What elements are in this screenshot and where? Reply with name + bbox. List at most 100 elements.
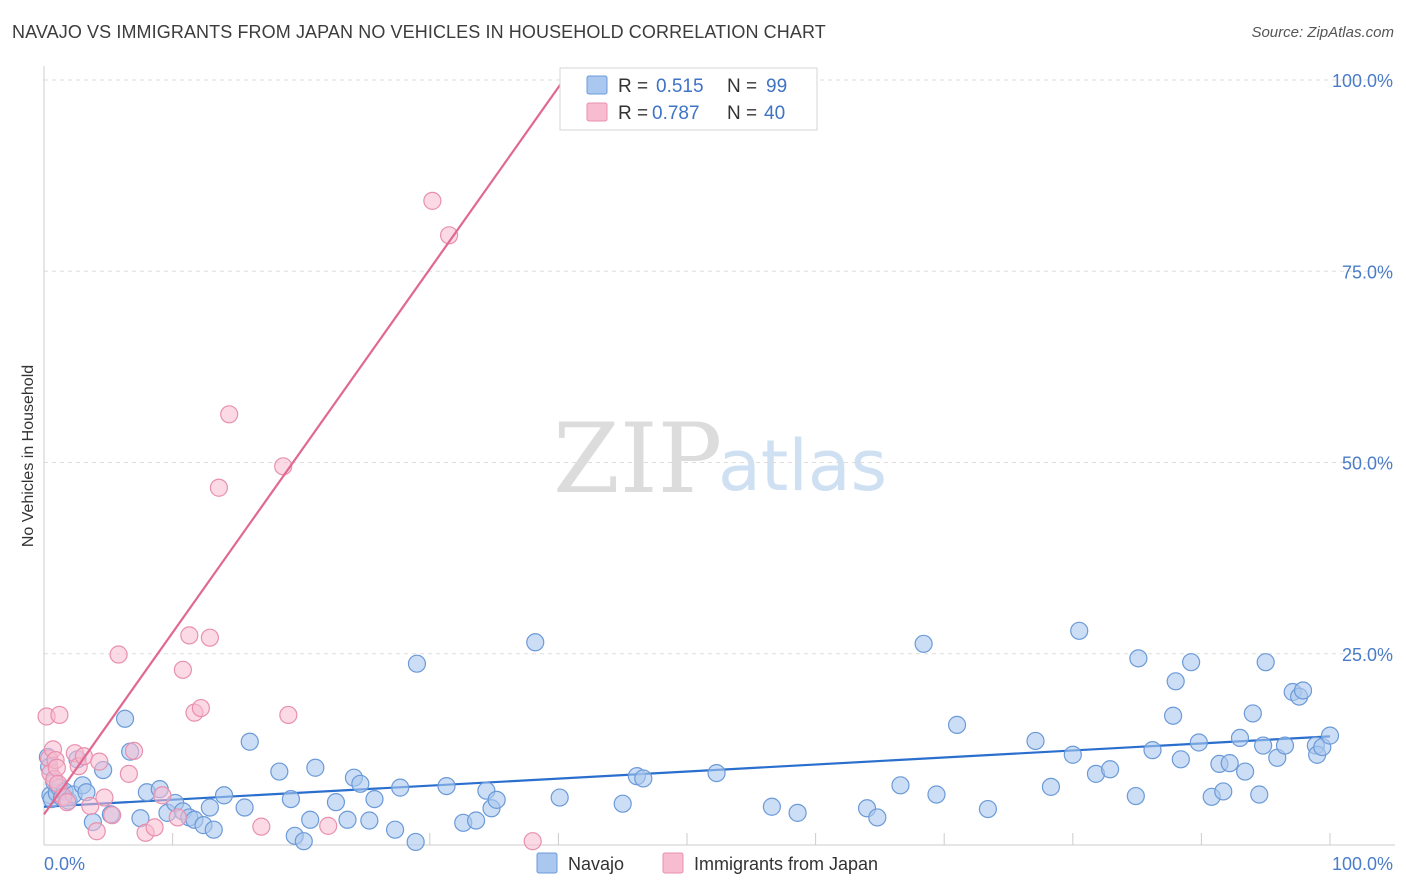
navajo-point [947, 715, 967, 734]
japan-point [50, 705, 69, 725]
navajo-point [1254, 736, 1273, 755]
navajo-point [1243, 704, 1262, 723]
japan-point [153, 786, 172, 805]
japan-point [209, 478, 228, 497]
japan-point [173, 660, 192, 679]
navajo-point [1143, 741, 1162, 760]
navajo-point [385, 820, 405, 839]
navajo-point [1236, 762, 1255, 781]
navajo-point [927, 785, 946, 804]
navajo-point [270, 762, 289, 781]
navajo-point [214, 786, 234, 805]
navajo-point [526, 633, 545, 652]
japan-point [90, 752, 109, 771]
navajo-point [294, 832, 313, 851]
japan-point [124, 741, 144, 761]
navajo-point [634, 769, 653, 788]
navajo-point [301, 810, 320, 829]
navajo-point [1320, 726, 1340, 745]
bottom-legend-japan-label: Immigrants from Japan [694, 854, 878, 874]
japan-point [145, 818, 164, 837]
japan-point [87, 822, 106, 841]
navajo-point [1166, 672, 1185, 691]
navajo-point [1041, 777, 1061, 796]
navajo-point [487, 790, 506, 809]
x-tick-label: 100.0% [1332, 854, 1393, 874]
navajo-point [1026, 731, 1045, 751]
y-axis-label: No Vehicles in Household [20, 365, 37, 547]
y-tick-label: 75.0% [1342, 262, 1393, 282]
navajo-point [235, 798, 254, 817]
navajo-point [1182, 653, 1201, 672]
japan-point [220, 405, 239, 424]
navajo-point [762, 797, 781, 816]
navajo-point [1129, 649, 1148, 668]
japan-point [81, 796, 100, 816]
y-tick-label: 50.0% [1342, 454, 1393, 474]
navajo-point [613, 794, 632, 813]
japan-point [200, 628, 219, 647]
watermark-atlas: atlas [718, 425, 887, 507]
legend-japan-swatch [586, 102, 608, 122]
navajo-point [326, 793, 346, 812]
navajo-point [240, 732, 259, 751]
legend-navajo-r-label: R = [618, 76, 648, 97]
navajo-trend [43, 735, 1331, 808]
legend-navajo-n-value: 99 [766, 76, 787, 97]
navajo-point [1256, 653, 1275, 672]
navajo-point [1250, 785, 1269, 804]
japan-point [439, 226, 459, 245]
japan-point [109, 645, 128, 664]
bottom-legend-navajo-label: Navajo [568, 854, 624, 874]
japan-point [279, 705, 298, 725]
navajo-point [365, 789, 384, 809]
navajo-point [200, 798, 219, 817]
legend-japan-n-label: N = [727, 103, 757, 124]
japan-points [37, 191, 542, 851]
navajo-point [550, 788, 569, 807]
navajo-point [281, 789, 301, 809]
navajo-point [1100, 760, 1120, 779]
navajo-point [1230, 728, 1250, 748]
navajo-point [406, 832, 425, 852]
navajo-point [466, 811, 486, 830]
navajo-point [914, 634, 933, 653]
x-tick-labels: 0.0% 100.0% [44, 854, 1393, 874]
japan-point [180, 626, 199, 645]
watermark-zip: ZIP [553, 403, 722, 515]
navajo-point [978, 799, 998, 819]
navajo-trend-line [43, 735, 1331, 808]
bottom-legend: Navajo Immigrants from Japan [536, 852, 878, 874]
navajo-point [1126, 786, 1145, 806]
y-tick-label: 25.0% [1342, 645, 1393, 665]
navajo-point [1275, 736, 1295, 755]
japan-point [319, 816, 338, 835]
legend-navajo-n-label: N = [727, 76, 757, 97]
navajo-point [306, 758, 325, 777]
navajo-point [1171, 750, 1190, 769]
japan-point [191, 698, 210, 718]
y-tick-label: 100.0% [1332, 71, 1393, 91]
source-credit: Source: ZipAtlas.com [1251, 24, 1394, 41]
japan-point [168, 808, 187, 827]
japan-point [119, 764, 138, 783]
y-tick-labels: 25.0% 50.0% 75.0% 100.0% [1332, 71, 1393, 665]
navajo-point [1063, 745, 1082, 764]
navajo-points [38, 621, 1340, 852]
navajo-point [391, 778, 410, 797]
legend-japan-r-value: 0.787 [652, 103, 700, 124]
top-legend: R = 0.515 N = 99 R = 0.787 N = 40 [559, 67, 818, 131]
navajo-point [788, 803, 807, 822]
chart-title: NAVAJO VS IMMIGRANTS FROM JAPAN NO VEHIC… [12, 22, 826, 42]
navajo-point [115, 709, 135, 728]
japan-point [523, 832, 542, 851]
navajo-point [351, 774, 370, 793]
navajo-point [360, 811, 379, 830]
navajo-point [1164, 706, 1183, 725]
navajo-point [407, 654, 427, 673]
navajo-point [204, 820, 223, 839]
x-tick-label: 0.0% [44, 854, 85, 874]
japan-trend-line [43, 79, 565, 816]
legend-navajo-r-value: 0.515 [656, 76, 704, 97]
navajo-point [1293, 681, 1313, 700]
